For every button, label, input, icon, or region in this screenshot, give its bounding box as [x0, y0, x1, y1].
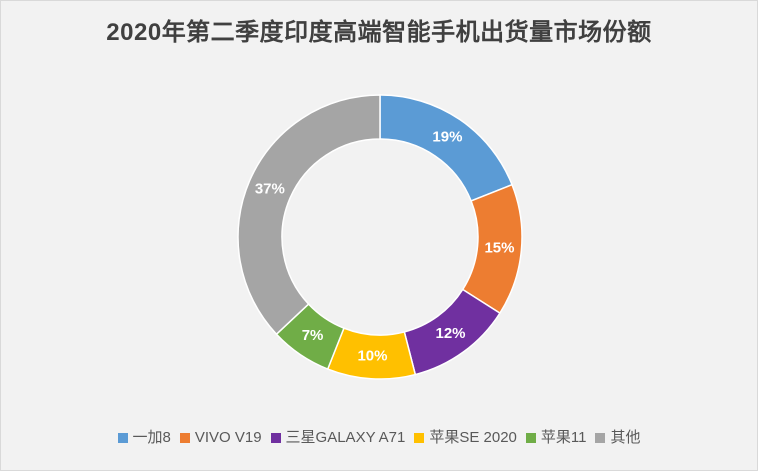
data-label: 7%: [302, 327, 324, 344]
donut-slice: [237, 94, 381, 336]
donut-slice: [379, 94, 514, 202]
legend: 一加8 VIVO V19 三星GALAXY A71 苹果SE 2020 苹果11…: [1, 427, 757, 449]
legend-item: 其他: [595, 427, 640, 449]
chart-title: 2020年第二季度印度高端智能手机出货量市场份额: [106, 19, 652, 46]
legend-marker: [117, 433, 128, 443]
legend-item: VIVO V19: [179, 427, 262, 449]
data-label: 37%: [255, 180, 285, 197]
legend-item: 一加8: [117, 427, 171, 449]
legend-item: 苹果11: [525, 427, 587, 449]
legend-label: VIVO V19: [194, 429, 262, 446]
legend-marker: [270, 433, 281, 443]
legend-marker: [595, 433, 606, 443]
legend-item: 三星GALAXY A71: [270, 427, 406, 449]
legend-label: 一加8: [132, 429, 171, 446]
legend-label: 其他: [610, 429, 641, 446]
legend-marker: [414, 433, 425, 443]
legend-marker: [179, 433, 190, 443]
legend-label: 苹果SE 2020: [429, 429, 517, 446]
legend-item: 苹果SE 2020: [414, 427, 517, 449]
legend-label: 三星GALAXY A71: [285, 429, 406, 446]
data-label: 10%: [357, 348, 387, 365]
data-label: 15%: [484, 239, 514, 256]
data-label: 19%: [432, 129, 462, 146]
legend-marker: [525, 433, 536, 443]
legend-label: 苹果11: [540, 429, 587, 446]
slices-group: [237, 94, 523, 380]
labels-group: 19% 15% 12% 10% 7% 37%: [255, 129, 515, 365]
data-label: 12%: [436, 325, 466, 342]
